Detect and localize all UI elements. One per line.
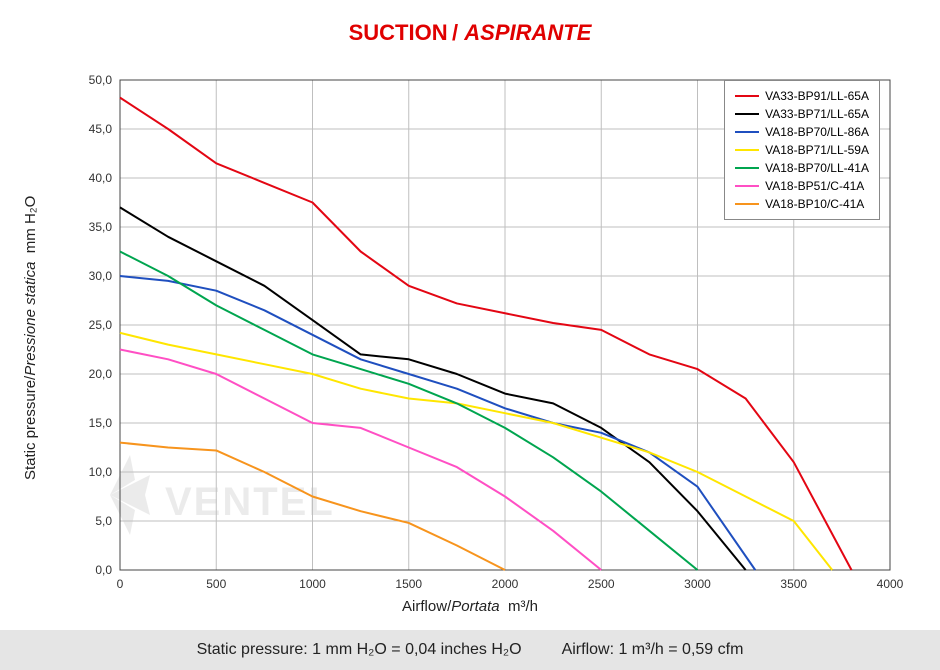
legend-label: VA18-BP70/LL-41A (765, 159, 869, 177)
legend-swatch (735, 113, 759, 115)
svg-text:2000: 2000 (492, 577, 519, 591)
svg-text:2500: 2500 (588, 577, 615, 591)
title-sep: / (452, 20, 464, 45)
svg-text:3500: 3500 (780, 577, 807, 591)
legend-swatch (735, 131, 759, 133)
legend-swatch (735, 185, 759, 187)
xlabel-main: Airflow (402, 598, 447, 615)
legend-label: VA18-BP71/LL-59A (765, 141, 869, 159)
svg-text:1000: 1000 (299, 577, 326, 591)
svg-text:30,0: 30,0 (89, 269, 113, 283)
footer-right: Airflow: 1 m³/h = 0,59 cfm (562, 641, 744, 659)
svg-text:10,0: 10,0 (89, 465, 113, 479)
legend-swatch (735, 203, 759, 205)
svg-text:20,0: 20,0 (89, 367, 113, 381)
svg-text:1500: 1500 (395, 577, 422, 591)
svg-text:35,0: 35,0 (89, 220, 113, 234)
xlabel-unit: m³/h (508, 598, 538, 615)
svg-text:4000: 4000 (877, 577, 904, 591)
svg-text:50,0: 50,0 (89, 73, 113, 87)
svg-text:45,0: 45,0 (89, 122, 113, 136)
legend-label: VA18-BP10/C-41A (765, 195, 864, 213)
legend-swatch (735, 149, 759, 151)
ylabel-main: Static pressure (22, 380, 39, 480)
svg-text:15,0: 15,0 (89, 416, 113, 430)
legend-row: VA18-BP71/LL-59A (735, 141, 869, 159)
legend-row: VA18-BP10/C-41A (735, 195, 869, 213)
svg-text:40,0: 40,0 (89, 171, 113, 185)
legend-swatch (735, 95, 759, 97)
footer-left: Static pressure: 1 mm H₂O = 0,04 inches … (197, 641, 522, 659)
title-main: SUCTION (349, 20, 448, 45)
xlabel-ital: Portata (451, 598, 499, 615)
legend-row: VA18-BP70/LL-86A (735, 123, 869, 141)
svg-text:0: 0 (117, 577, 124, 591)
legend-row: VA33-BP71/LL-65A (735, 105, 869, 123)
legend: VA33-BP91/LL-65AVA33-BP71/LL-65AVA18-BP7… (724, 80, 880, 220)
ylabel-unit: mm H₂O (22, 196, 39, 253)
legend-label: VA18-BP70/LL-86A (765, 123, 869, 141)
svg-text:3000: 3000 (684, 577, 711, 591)
svg-text:5,0: 5,0 (95, 514, 112, 528)
legend-label: VA33-BP71/LL-65A (765, 105, 869, 123)
ylabel-ital: Pressione statica (22, 262, 39, 376)
legend-row: VA18-BP51/C-41A (735, 177, 869, 195)
svg-text:25,0: 25,0 (89, 318, 113, 332)
legend-label: VA33-BP91/LL-65A (765, 87, 869, 105)
y-axis-label: Static pressure/Pressione statica mm H₂O (22, 196, 39, 480)
svg-text:500: 500 (206, 577, 226, 591)
title-ital: ASPIRANTE (464, 20, 591, 45)
legend-row: VA18-BP70/LL-41A (735, 159, 869, 177)
page-root: SUCTION / ASPIRANTE VENTEL 0500100015002… (0, 0, 940, 670)
footer-bar: Static pressure: 1 mm H₂O = 0,04 inches … (0, 630, 940, 670)
legend-row: VA33-BP91/LL-65A (735, 87, 869, 105)
legend-label: VA18-BP51/C-41A (765, 177, 864, 195)
x-axis-label: Airflow/Portata m³/h (0, 598, 940, 615)
legend-swatch (735, 167, 759, 169)
chart-title: SUCTION / ASPIRANTE (0, 0, 940, 56)
svg-text:0,0: 0,0 (95, 563, 112, 577)
